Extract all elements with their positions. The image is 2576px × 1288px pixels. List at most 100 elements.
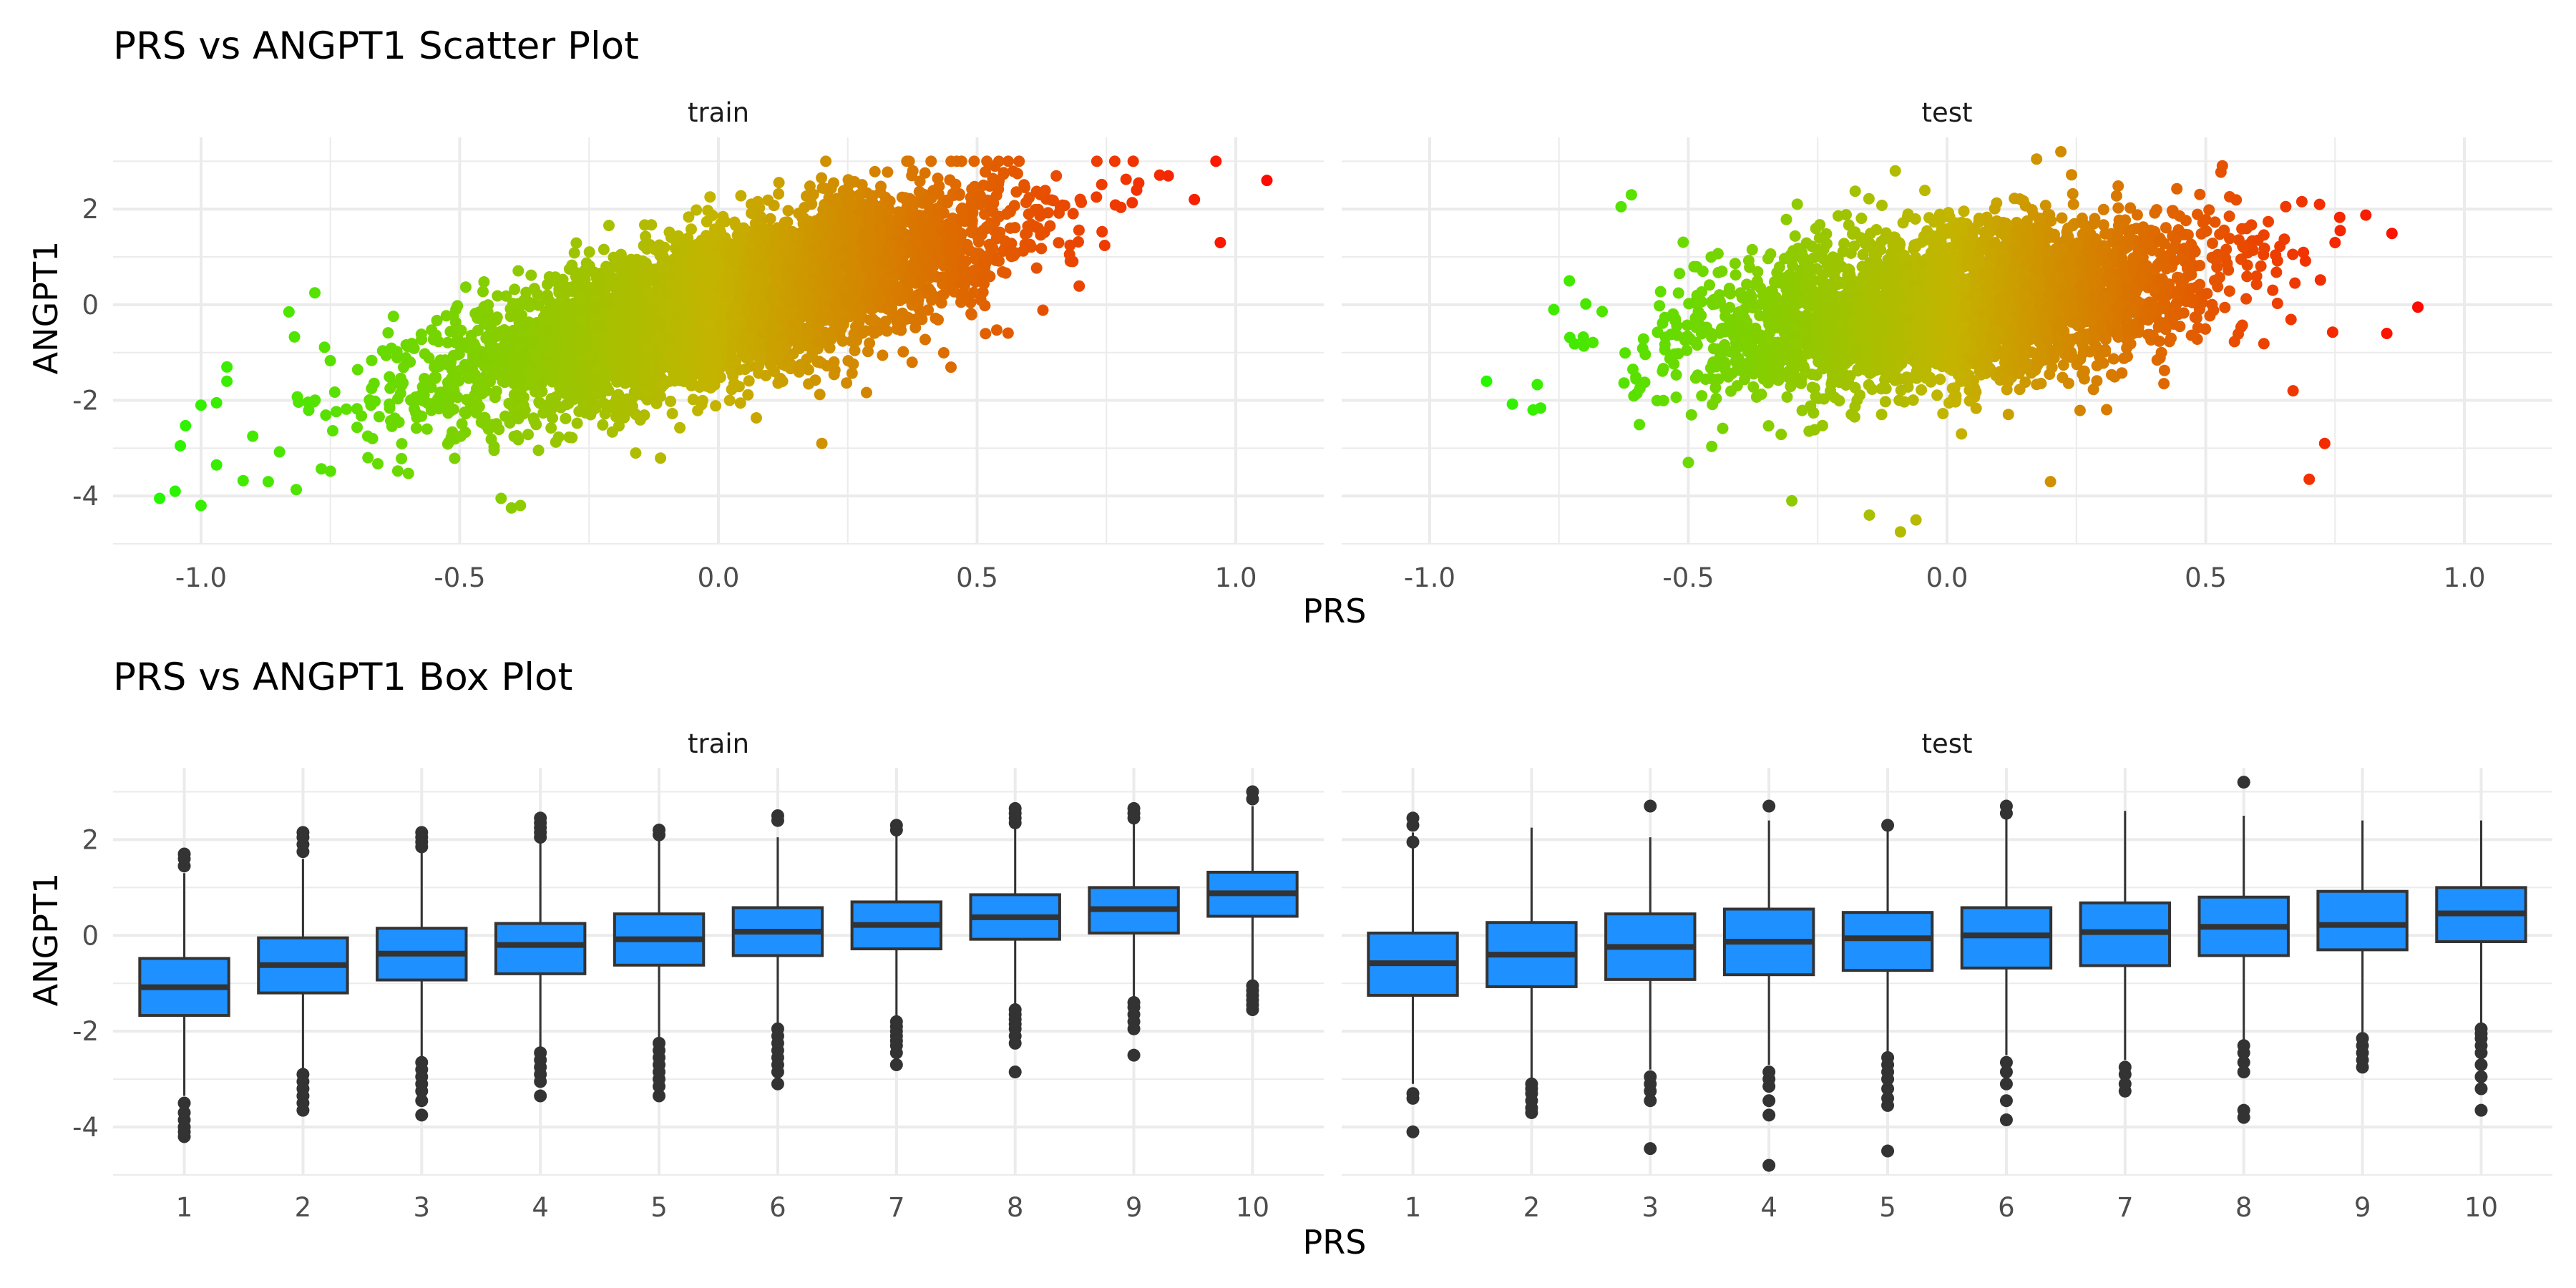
scatter-point	[974, 198, 985, 210]
scatter-point	[882, 288, 894, 300]
scatter-point	[751, 351, 763, 362]
x-tick-label: -1.0	[175, 562, 227, 593]
scatter-point	[807, 188, 819, 200]
scatter-point	[914, 175, 926, 187]
scatter-point	[1127, 155, 1139, 167]
scatter-point	[937, 278, 948, 290]
scatter-point	[316, 463, 328, 475]
scatter-point	[382, 327, 394, 339]
scatter-point	[883, 215, 895, 227]
scatter-point	[596, 343, 608, 355]
scatter-point	[977, 225, 990, 236]
scatter-point	[906, 356, 918, 369]
scatter-point	[683, 211, 695, 223]
scatter-point	[1013, 155, 1025, 167]
scatter-point	[445, 431, 457, 444]
scatter-point	[658, 379, 670, 391]
scatter-point	[373, 411, 385, 423]
scatter-point	[1120, 173, 1132, 185]
scatter-point	[809, 374, 821, 386]
scatter-point	[384, 402, 396, 414]
scatter-point	[874, 203, 887, 215]
scatter-point	[1109, 199, 1121, 211]
scatter-point	[568, 247, 580, 259]
scatter-point	[455, 324, 467, 336]
scatter-point	[965, 296, 977, 308]
scatter-point	[396, 452, 408, 464]
scatter-point	[402, 341, 414, 353]
scatter-point	[948, 286, 960, 298]
scatter-point	[919, 333, 931, 346]
scatter-point	[933, 252, 945, 264]
scatter-point	[973, 236, 985, 248]
scatter-point	[885, 225, 897, 238]
scatter-point	[459, 426, 472, 439]
scatter-point	[500, 290, 512, 302]
scatter-point	[932, 188, 945, 200]
scatter-point	[704, 371, 716, 382]
scatter-point	[320, 409, 332, 421]
scatter-title: PRS vs ANGPT1 Scatter Plot	[113, 24, 639, 68]
scatter-point	[924, 270, 937, 283]
scatter-point	[665, 231, 677, 243]
scatter-point	[740, 350, 751, 361]
scatter-point	[861, 386, 872, 399]
scatter-point	[517, 391, 530, 404]
scatter-point	[396, 438, 408, 450]
scatter-point	[570, 237, 582, 249]
scatter-point	[867, 313, 879, 326]
scatter-point	[517, 408, 530, 420]
scatter-point	[523, 379, 535, 391]
scatter-point	[489, 386, 501, 399]
scatter-point	[1073, 236, 1084, 248]
scatter-point	[514, 499, 527, 512]
scatter-point	[771, 347, 783, 359]
scatter-point	[625, 317, 637, 329]
scatter-point	[368, 377, 380, 389]
scatter-point	[1003, 245, 1015, 257]
scatter-point	[542, 323, 554, 336]
scatter-point	[522, 365, 534, 377]
scatter-point	[846, 367, 858, 379]
scatter-point	[798, 212, 810, 224]
scatter-point	[774, 373, 786, 385]
scatter-point	[592, 275, 605, 288]
scatter-point	[773, 187, 785, 200]
scatter-point	[570, 282, 582, 294]
scatter-point	[919, 167, 931, 179]
scatter-point	[480, 385, 492, 397]
scatter-point	[471, 395, 482, 407]
scatter-point	[493, 424, 505, 436]
scatter-point	[291, 484, 302, 496]
scatter-points-train	[154, 155, 1273, 514]
scatter-point	[571, 417, 583, 429]
scatter-point	[419, 348, 431, 360]
scatter-point	[966, 183, 978, 195]
scatter-point	[362, 452, 374, 464]
scatter-point	[532, 444, 545, 457]
scatter-point	[922, 283, 935, 295]
scatter-point	[416, 333, 428, 346]
scatter-point	[351, 364, 364, 376]
x-tick-label: 0.0	[698, 562, 740, 593]
scatter-point	[580, 406, 591, 419]
scatter-point	[965, 308, 977, 320]
scatter-point	[415, 389, 427, 401]
scatter-point	[734, 397, 746, 409]
scatter-point	[909, 236, 922, 248]
scatter-point	[606, 426, 618, 438]
scatter-point	[522, 429, 534, 441]
scatter-point	[723, 394, 736, 406]
scatter-point	[764, 213, 776, 225]
scatter-point	[669, 243, 681, 254]
scatter-point	[1023, 192, 1035, 204]
facet-strip-label: train	[688, 97, 749, 128]
scatter-point	[701, 380, 713, 392]
scatter-point	[579, 265, 590, 277]
scatter-point	[974, 190, 986, 202]
scatter-point	[872, 325, 884, 337]
scatter-point	[293, 396, 305, 408]
scatter-point	[743, 375, 755, 387]
scatter-point	[867, 190, 879, 202]
x-tick-label: 1.0	[1215, 562, 1257, 593]
